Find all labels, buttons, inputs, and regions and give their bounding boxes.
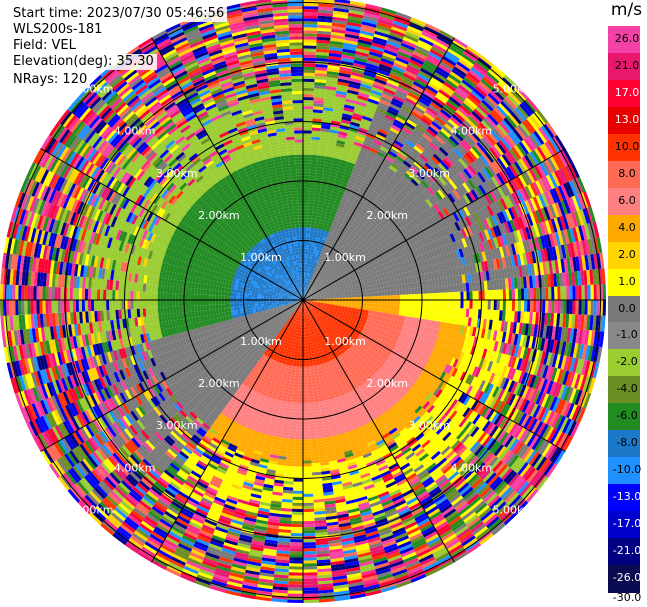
range-label: 1.00km <box>240 251 282 264</box>
colorbar-tick-label: 21.0 <box>614 58 640 72</box>
colorbar-segment <box>608 565 640 593</box>
range-label: 5.00km <box>493 503 535 516</box>
azimuth-spoke <box>302 299 566 452</box>
colorbar-tick-label: -17.0 <box>612 517 642 531</box>
field-name: Field: VEL <box>10 38 79 54</box>
colorbar-tick-label: -2.0 <box>616 355 638 369</box>
elevation-angle: Elevation(deg): 35.30 <box>10 54 157 70</box>
colorbar-tick-label: 13.0 <box>614 112 640 126</box>
ray-count: NRays: 120 <box>10 72 91 88</box>
colorbar-segment <box>608 133 640 162</box>
range-label: 3.00km <box>408 419 450 432</box>
range-label: 1.00km <box>240 335 282 348</box>
colorbar-segment <box>608 511 640 539</box>
range-label: 1.00km <box>324 335 366 348</box>
colorbar-tick-label: -8.0 <box>616 436 638 450</box>
colorbar-segment <box>608 241 640 270</box>
range-label: 4.00km <box>114 461 156 474</box>
range-label: 3.00km <box>408 167 450 180</box>
range-label: 3.00km <box>156 419 198 432</box>
colorbar-tick-label: 17.0 <box>614 85 640 99</box>
colorbar-segment <box>608 538 640 566</box>
colorbar-tick-label: 2.0 <box>618 247 636 261</box>
colorbar-segment <box>608 322 640 351</box>
range-grid <box>0 0 606 603</box>
colorbar-segment <box>608 349 640 377</box>
azimuth-spoke <box>151 299 304 563</box>
colorbar-segment <box>608 160 640 189</box>
colorbar-segment <box>608 295 640 324</box>
range-label: 4.00km <box>451 125 493 138</box>
range-label: 2.00km <box>366 377 408 390</box>
azimuth-spoke <box>40 299 304 452</box>
colorbar-tick-label: -13.0 <box>612 490 642 504</box>
azimuth-spoke <box>302 299 455 563</box>
range-label: 3.00km <box>156 167 198 180</box>
ppi-plot: 1.00km 1.00km 1.00km 1.00km 2.00km 2.00km 2.00… <box>0 0 606 604</box>
range-label: 5.00km <box>72 503 114 516</box>
colorbar-segment <box>608 214 640 243</box>
colorbar-tick-label: -1.0 <box>616 328 638 342</box>
colorbar-segment <box>608 79 640 108</box>
instrument-name: WLS200s-181 <box>10 22 106 38</box>
range-label: 5.00km <box>493 83 535 96</box>
colorbar-tick-label: 0.0 <box>618 301 636 315</box>
colorbar-unit: m/s <box>610 0 643 20</box>
colorbar-tick-label: -6.0 <box>616 409 638 423</box>
range-label: 1.00km <box>324 251 366 264</box>
velocity-gates <box>0 0 606 604</box>
range-label: 4.00km <box>451 461 493 474</box>
azimuth-spoke <box>151 37 304 301</box>
colorbar-segment <box>608 268 640 297</box>
colorbar-segment <box>608 376 640 404</box>
range-labels: 1.00km 1.00km 1.00km 1.00km 2.00km 2.00km 2.00… <box>72 83 534 517</box>
colorbar-tick-label: -10.0 <box>612 463 642 477</box>
colorbar-segment <box>608 106 640 135</box>
azimuth-spoke <box>40 148 304 301</box>
range-label: 4.00km <box>114 125 156 138</box>
colorbar-tick-label: -21.0 <box>612 544 642 558</box>
colorbar-segment <box>608 52 640 81</box>
colorbar-segment <box>608 430 640 458</box>
colorbar-segment <box>608 26 640 54</box>
start-time: Start time: 2023/07/30 05:46:56 <box>10 6 228 22</box>
range-label: 2.00km <box>198 377 240 390</box>
colorbar-tick-label: -4.0 <box>616 382 638 396</box>
colorbar-tick-label: 26.0 <box>614 32 640 45</box>
colorbar-tick-label: 10.0 <box>614 139 640 153</box>
colorbar-segment <box>608 484 640 512</box>
colorbar-tick-label: 6.0 <box>618 193 636 207</box>
range-label: 2.00km <box>366 209 408 222</box>
colorbar-segment <box>608 403 640 431</box>
range-label: 2.00km <box>198 209 240 222</box>
colorbar-tick-label: -30.0 <box>612 591 642 604</box>
colorbar-tick-label: 1.0 <box>618 274 636 288</box>
colorbar-tick-label: 4.0 <box>618 220 636 234</box>
colorbar-tick-label: -26.0 <box>612 571 642 585</box>
azimuth-spoke <box>302 148 566 301</box>
azimuth-spoke <box>302 37 455 301</box>
colorbar-segment <box>608 187 640 216</box>
colorbar-segment <box>608 457 640 485</box>
colorbar-tick-label: 8.0 <box>618 166 636 180</box>
